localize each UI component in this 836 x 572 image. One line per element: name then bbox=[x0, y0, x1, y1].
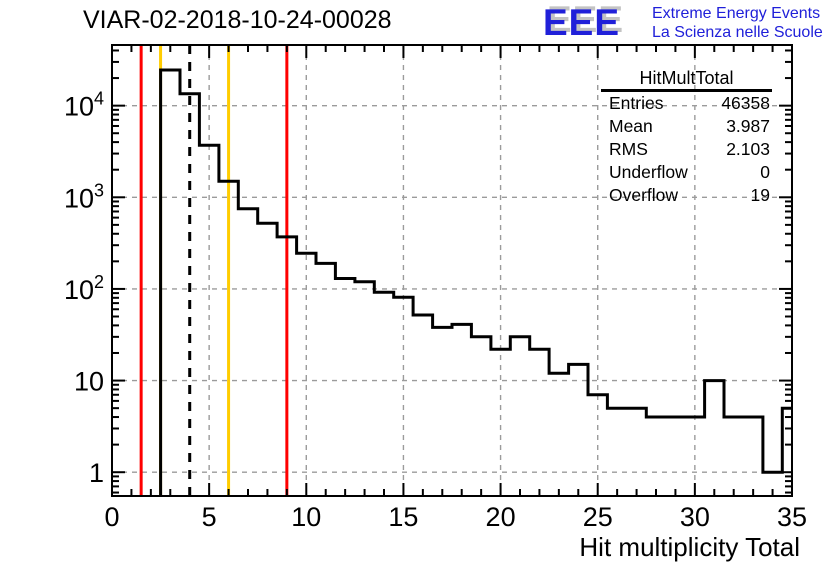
stats-row: Mean 3.987 bbox=[601, 115, 772, 138]
y-tick-label: 104 bbox=[64, 89, 104, 122]
stat-label: RMS bbox=[609, 139, 648, 159]
stats-title: HitMultTotal bbox=[601, 68, 772, 92]
plot-frame bbox=[111, 44, 793, 497]
x-axis-title: Hit multiplicity Total bbox=[579, 532, 800, 562]
stats-row: Overflow 19 bbox=[601, 184, 772, 207]
stats-row: Underflow 0 bbox=[601, 161, 772, 184]
x-tick-label: 10 bbox=[291, 502, 321, 532]
eee-logo-line2: La Scienza nelle Scuole bbox=[652, 24, 823, 41]
plot-title: VIAR-02-2018-10-24-00028 bbox=[83, 6, 392, 34]
histogram-line bbox=[159, 68, 792, 496]
x-tick-label: 15 bbox=[388, 502, 418, 532]
stats-row: RMS 2.103 bbox=[601, 138, 772, 161]
stat-label: Entries bbox=[609, 93, 664, 113]
x-tick-label: 35 bbox=[777, 502, 807, 532]
x-tick-label: 20 bbox=[486, 502, 516, 532]
stat-value: 19 bbox=[750, 185, 770, 205]
x-tick-label: 25 bbox=[583, 502, 613, 532]
stat-label: Mean bbox=[609, 116, 653, 136]
stat-value: 2.103 bbox=[726, 139, 770, 159]
y-tick-label: 103 bbox=[64, 180, 104, 213]
eee-logo-line1: Extreme Energy Events bbox=[652, 5, 821, 22]
stat-label: Underflow bbox=[609, 162, 688, 182]
stats-box: HitMultTotal Entries 46358 Mean 3.987 RMS 2.1… bbox=[601, 68, 772, 207]
eee-logo-text: Extreme Energy Events La Scienza nelle S… bbox=[652, 4, 823, 42]
y-tick-label: 10 bbox=[74, 367, 104, 397]
stat-value: 3.987 bbox=[726, 116, 770, 136]
x-tick-label: 0 bbox=[104, 502, 119, 532]
stat-label: Overflow bbox=[609, 185, 679, 205]
stat-value: 46358 bbox=[721, 93, 770, 113]
y-tick-label: 102 bbox=[64, 272, 104, 305]
eee-logo: EEE bbox=[543, 2, 621, 43]
x-tick-label: 5 bbox=[202, 502, 217, 532]
x-tick-label: 30 bbox=[680, 502, 710, 532]
stat-value: 0 bbox=[760, 162, 770, 182]
stats-row: Entries 46358 bbox=[601, 92, 772, 115]
y-tick-label: 1 bbox=[89, 458, 104, 488]
stats-rows: Entries 46358 Mean 3.987 RMS 2.103 Underflow 0 O… bbox=[601, 92, 772, 207]
